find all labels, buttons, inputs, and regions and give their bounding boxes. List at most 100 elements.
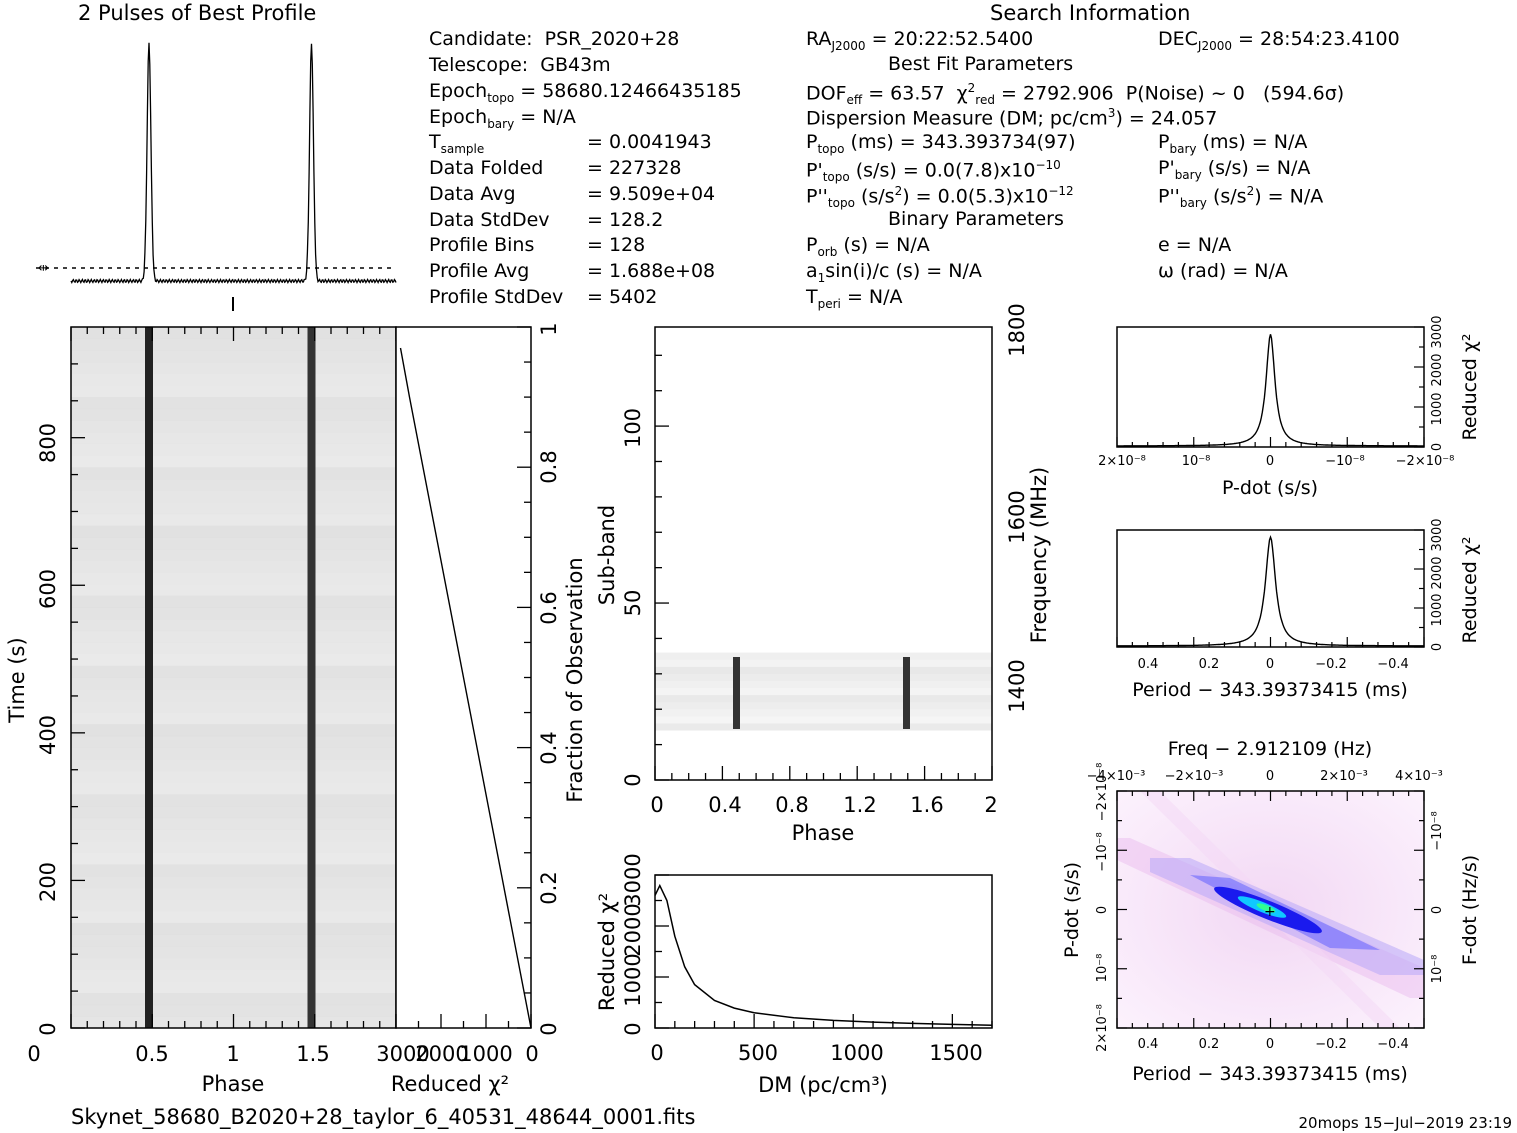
pp-xtick-4: −0.4 <box>1377 1037 1409 1052</box>
pd-xtick-3: −10⁻⁸ <box>1325 454 1365 469</box>
sb-ytick-0: 0 <box>621 773 645 786</box>
dm-frame <box>654 874 993 1029</box>
pddot-topo-row: P''topo (s/s2) = 0.0(5.3)x10−12 <box>806 184 1074 211</box>
search-info-header: Search Information <box>990 1 1191 25</box>
profile-panel: ⇹ <box>36 42 397 311</box>
pd-ylabel: Reduced χ² <box>1459 334 1481 441</box>
time-phase-row <box>71 852 396 865</box>
tp-xtick-3: 1.5 <box>296 1042 329 1066</box>
candidate-row: Candidate: PSR_2020+28 <box>429 28 680 50</box>
porb-row: Porb (s) = N/A <box>806 234 930 259</box>
dm-xtick-2: 1000 <box>830 1041 883 1065</box>
telescope-value: GB43m <box>540 54 611 76</box>
pp-right-tick-0: 10⁻⁸ <box>1430 955 1445 984</box>
dm-curve <box>654 883 993 1026</box>
time-phase-row <box>71 537 396 550</box>
pr-xlabel: Period − 343.39373415 (ms) <box>1132 679 1408 701</box>
chi-ytick-1: 0.2 <box>537 871 561 904</box>
chi-xtick-3: 0 <box>525 1042 538 1066</box>
pr-xtick-0: 0.4 <box>1138 657 1159 672</box>
omega-row: ω (rad) = N/A <box>1158 260 1288 282</box>
pp-top-tick-2: 0 <box>1266 769 1274 784</box>
subband-row <box>655 688 992 696</box>
tp-xlabel: Phase <box>202 1072 265 1096</box>
sb-ytick-1: 50 <box>621 590 645 617</box>
folded-value: = 227328 <box>587 157 682 179</box>
sb-xtick-0: 0 <box>650 793 663 817</box>
dm-panel <box>654 874 993 1029</box>
pp-top-tick-1: −2×10⁻³ <box>1165 769 1224 784</box>
time-phase-row <box>71 467 396 480</box>
time-phase-row <box>71 572 396 585</box>
chi-xlabel: Reduced χ² <box>391 1072 509 1096</box>
epoch-topo-row: Epochtopo = 58680.12466435185 <box>429 80 742 105</box>
dm-xtick-0: 0 <box>650 1041 663 1065</box>
time-phase-row <box>71 513 396 527</box>
tsample-row: Tsample <box>429 131 485 156</box>
time-phase-row <box>71 642 396 655</box>
chi-xtick-0: 3000 <box>376 1042 429 1066</box>
time-phase-row <box>71 584 396 597</box>
tperi-row: Tperi = N/A <box>806 286 903 311</box>
time-phase-row <box>71 385 396 398</box>
time-phase-row <box>71 560 396 573</box>
dec-row: DECJ2000 = 28:54:23.4100 <box>1158 28 1400 53</box>
pp-ylabel-right: F-dot (Hz/s) <box>1459 855 1481 965</box>
pr-xtick-2: 0 <box>1266 657 1274 672</box>
time-phase-row <box>71 490 396 503</box>
pdot-panel <box>1116 326 1425 448</box>
time-phase-pulse-2 <box>307 327 316 1028</box>
time-phase-row <box>71 689 396 702</box>
sb-xtick-2: 0.8 <box>775 793 808 817</box>
chi-fraction-panel <box>395 326 532 1029</box>
time-phase-row <box>71 735 396 749</box>
best-fit-header: Best Fit Parameters <box>888 53 1074 75</box>
tp-xtick-1: 0.5 <box>135 1042 168 1066</box>
period-curve <box>1116 534 1425 647</box>
pp-top-tick-4: 4×10⁻³ <box>1395 769 1443 784</box>
profile-errorbar-marker: ⇹ <box>38 261 49 276</box>
time-phase-row <box>71 630 396 643</box>
footer-filename: Skynet_58680_B2020+28_taylor_6_40531_486… <box>71 1105 695 1130</box>
a1-row: a1sin(i)/c (s) = N/A <box>806 260 982 285</box>
dm-ticks <box>654 874 993 1029</box>
pavg-label: Profile Avg <box>429 260 530 282</box>
ra-row: RAJ2000 = 20:22:52.5400 <box>806 28 1034 53</box>
telescope-row: Telescope: GB43m <box>429 54 611 76</box>
time-phase-row <box>71 700 396 714</box>
binary-header: Binary Parameters <box>888 208 1064 230</box>
pp-ylabel: P-dot (s/s) <box>1061 862 1083 958</box>
sb-right-tick-0: 1400 <box>1005 659 1029 712</box>
time-phase-row <box>71 911 396 924</box>
sb-ylabel-right: Frequency (MHz) <box>1027 467 1051 643</box>
time-phase-row <box>71 806 396 819</box>
bins-value: = 128 <box>587 234 646 256</box>
tsample-value: = 0.0041943 <box>587 131 712 153</box>
pr-xtick-3: −0.2 <box>1315 657 1347 672</box>
dm-xtick-1: 500 <box>738 1041 778 1065</box>
time-phase-row <box>71 817 396 830</box>
pp-right-tick-1: 0 <box>1430 906 1445 914</box>
pdot-bary-row: P'bary (s/s) = N/A <box>1158 157 1311 182</box>
subband-row <box>655 659 992 667</box>
time-phase-row <box>71 934 396 947</box>
time-phase-row <box>71 899 396 912</box>
pd-xlabel: P-dot (s/s) <box>1222 477 1318 499</box>
epoch-bary-row: Epochbary = N/A <box>429 106 576 131</box>
pr-ylabel: Reduced χ² <box>1459 537 1481 644</box>
subband-row <box>655 695 992 703</box>
ecc-row: e = N/A <box>1158 234 1232 256</box>
time-phase-row <box>71 887 396 900</box>
tp-ytick-1: 200 <box>36 862 60 902</box>
ppdot-best-marker: + <box>1264 904 1276 920</box>
dm-ytick-0: 0 <box>621 1022 645 1035</box>
sb-xlabel: Phase <box>792 821 855 845</box>
period-frame <box>1116 529 1425 648</box>
subband-rows <box>655 652 992 731</box>
footer-stamp: 20mops 15−Jul−2019 23:19 <box>1299 1114 1512 1132</box>
pp-top-tick-3: 2×10⁻³ <box>1320 769 1368 784</box>
time-phase-panel <box>70 326 397 1029</box>
time-phase-row <box>71 981 396 994</box>
time-phase-row <box>71 432 396 445</box>
dm-xlabel: DM (pc/cm³) <box>758 1073 888 1097</box>
